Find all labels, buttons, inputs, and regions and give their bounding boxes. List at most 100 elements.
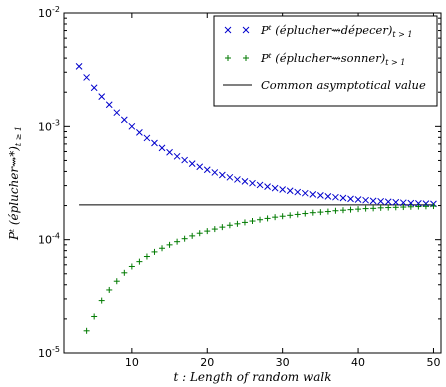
marker-stroke: [241, 177, 249, 185]
marker-stroke: [347, 195, 354, 203]
marker-stroke: [211, 169, 219, 176]
point-depecer: [362, 196, 369, 204]
y-tick-label-exp: -3: [52, 118, 60, 127]
legend-marker-plus: [225, 55, 231, 61]
y-tick-label: 10-3: [38, 118, 60, 133]
marker-stroke: [264, 183, 271, 190]
marker-stroke: [286, 187, 294, 195]
marker-stroke: [309, 191, 317, 198]
point-depecer: [196, 163, 204, 171]
marker-stroke: [218, 171, 226, 179]
y-tick-label: 10-5: [38, 345, 60, 360]
legend-entry-asymptote: Common asymptotical value: [261, 78, 426, 92]
x-tick-label: 50: [426, 356, 440, 369]
point-depecer: [377, 197, 385, 205]
point-sonner: [106, 286, 113, 293]
point-depecer: [120, 116, 128, 124]
point-sonner: [151, 248, 158, 255]
marker-stroke: [369, 197, 377, 205]
point-depecer: [392, 198, 400, 206]
point-sonner: [339, 207, 346, 214]
point-depecer: [98, 93, 106, 100]
point-sonner: [234, 220, 241, 227]
plot-marks: [75, 63, 437, 334]
point-depecer: [226, 173, 234, 181]
point-depecer: [188, 160, 196, 167]
point-sonner: [302, 210, 309, 217]
y-tick-label: 10-4: [38, 232, 60, 247]
point-sonner: [211, 226, 218, 233]
point-depecer: [75, 63, 83, 70]
y-tick-label: 10-2: [38, 5, 60, 20]
legend-entry-depecer: Pᵗ (éplucher⇝dépecer)t > 1: [260, 23, 412, 39]
point-depecer: [128, 122, 136, 130]
point-sonner: [415, 203, 422, 210]
point-depecer: [90, 84, 98, 92]
point-sonner: [249, 218, 256, 225]
point-sonner: [98, 297, 105, 304]
marker-stroke: [196, 163, 204, 171]
point-depecer: [234, 176, 241, 183]
marker-stroke: [301, 189, 309, 197]
marker-stroke: [294, 188, 302, 196]
marker-stroke: [377, 197, 385, 205]
marker-stroke: [120, 116, 128, 124]
plot-frame: [63, 12, 442, 354]
marker-stroke: [90, 84, 98, 92]
marker-stroke: [203, 166, 211, 174]
y-axis-label-main: Pᵗ (éplucher⇝*): [7, 146, 21, 241]
legend-marker-x: [242, 26, 250, 34]
point-sonner: [136, 258, 143, 265]
marker-stroke: [75, 63, 83, 70]
marker-stroke: [151, 139, 158, 147]
point-sonner: [272, 214, 279, 221]
point-sonner: [407, 203, 414, 210]
marker-stroke: [332, 193, 339, 201]
marker-stroke: [158, 144, 166, 152]
point-sonner: [392, 204, 399, 211]
marker-stroke: [234, 176, 241, 183]
marker-stroke: [399, 199, 407, 207]
point-sonner: [83, 327, 90, 334]
point-sonner: [430, 203, 437, 210]
x-tick-label: 20: [200, 356, 214, 369]
x-tick-label: 30: [276, 356, 290, 369]
point-depecer: [136, 128, 143, 136]
y-axis-label: Pᵗ (éplucher⇝*)t ≥ 1: [7, 126, 23, 241]
point-depecer: [173, 152, 181, 160]
marker-stroke: [407, 199, 415, 207]
point-depecer: [294, 188, 302, 196]
marker-stroke: [392, 198, 400, 206]
point-sonner: [219, 224, 226, 231]
marker-stroke: [136, 128, 143, 136]
point-depecer: [158, 144, 166, 152]
marker-stroke: [105, 101, 113, 109]
legend-box: [213, 15, 438, 107]
legend-marker-x: [224, 26, 232, 34]
point-sonner: [121, 269, 128, 276]
marker-stroke: [362, 196, 369, 204]
x-tick-label: 40: [351, 356, 365, 369]
marker-stroke: [98, 93, 106, 100]
marker-stroke: [354, 196, 362, 203]
point-sonner: [226, 222, 233, 229]
point-depecer: [181, 156, 188, 164]
point-depecer: [301, 189, 309, 197]
point-sonner: [159, 245, 166, 252]
marker-stroke: [279, 186, 287, 193]
point-sonner: [347, 206, 354, 213]
point-sonner: [257, 216, 264, 223]
marker-stroke: [256, 181, 264, 189]
point-depecer: [256, 181, 264, 189]
point-depecer: [384, 198, 392, 206]
point-sonner: [287, 212, 294, 219]
marker-stroke: [317, 192, 324, 199]
point-sonner: [196, 230, 203, 237]
marker-stroke: [166, 148, 173, 156]
marker-stroke: [181, 156, 188, 164]
marker-stroke: [173, 152, 181, 160]
marker-stroke: [415, 200, 422, 207]
point-depecer: [271, 184, 279, 192]
